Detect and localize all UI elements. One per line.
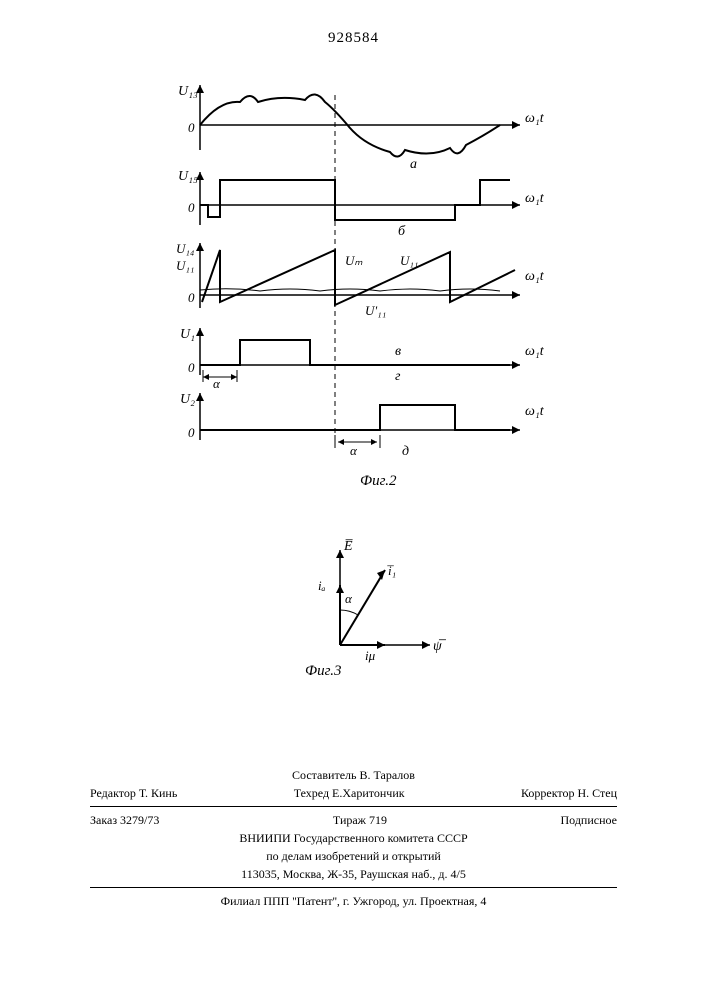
zero-e: 0 — [188, 425, 195, 440]
arrow-imu — [377, 641, 385, 649]
arrow-x-d — [512, 361, 520, 369]
pulse-d — [200, 340, 510, 365]
zero-a: 0 — [188, 120, 195, 135]
footer-corrector: Корректор Н. Стец — [521, 784, 617, 802]
footer-org1: ВНИИПИ Государственного комитета СССР — [90, 829, 617, 847]
alpha-arc — [340, 610, 358, 615]
letter-d-bot: г — [395, 369, 401, 384]
footer-branch: Филиал ППП ''Патент'', г. Ужгород, ул. П… — [90, 892, 617, 910]
label-ia: iₐ — [318, 578, 326, 593]
label-alpha3: α — [345, 591, 353, 606]
label-i1: i̅₁ — [387, 563, 396, 578]
arrow-x-b — [512, 201, 520, 209]
footer-compiler: Составитель В. Таралов — [90, 766, 617, 784]
footer-rule-1 — [90, 806, 617, 807]
panel-a: U₁₃ 0 а ω₁t — [178, 84, 545, 172]
footer-order: Заказ 3279/73 — [90, 811, 159, 829]
figure-2: U₁₃ 0 а ω₁t U₁₅ 0 б ω₁t U₁₄ U₁₁ 0 Uₘ U₁₁… — [140, 80, 560, 510]
label-imu: iμ — [365, 648, 376, 663]
figure-3: E̅ ψ̅ iₐ i̅₁ iμ α Фиг.3 — [280, 535, 460, 685]
arrow-x-e — [512, 426, 520, 434]
zero-d: 0 — [188, 360, 195, 375]
footer-signed: Подписное — [561, 811, 618, 829]
waveform-b — [200, 180, 510, 220]
label-u15: U₁₅ — [178, 169, 198, 184]
label-psi: ψ̅ — [433, 639, 447, 654]
arrow-E — [336, 550, 344, 558]
fig3-caption: Фиг.3 — [305, 663, 341, 679]
footer-techred: Техред Е.Харитончик — [294, 784, 405, 802]
panel-e: α U₂ 0 д ω₁t — [180, 392, 545, 459]
footer-rule-2 — [90, 887, 617, 888]
letter-d-top: в — [395, 344, 401, 359]
arrow-y-e — [196, 393, 204, 401]
label-u2: U₂ — [180, 392, 195, 407]
axis-label-a: ω₁t — [525, 111, 545, 126]
alpha-arrow-r-d — [231, 374, 237, 380]
label-um: Uₘ — [345, 253, 363, 268]
arrow-psi — [422, 641, 430, 649]
zero-b: 0 — [188, 200, 195, 215]
alpha-arrow-l-e — [338, 439, 344, 445]
panel-b: U₁₅ 0 б ω₁t — [178, 169, 545, 239]
label-u11p: U'₁₁ — [365, 303, 386, 318]
arrow-x-c — [512, 291, 520, 299]
arrow-ia — [336, 585, 344, 593]
label-E: E̅ — [343, 539, 353, 554]
letter-e: д — [402, 444, 409, 459]
arrow-y-d — [196, 328, 204, 336]
label-u13: U₁₃ — [178, 84, 198, 99]
label-u1: U₁ — [180, 327, 195, 342]
label-u11-right: U₁₁ — [400, 253, 418, 268]
fig2-caption: Фиг.2 — [360, 473, 397, 489]
axis-label-e: ω₁t — [525, 404, 545, 419]
footer-address: 113035, Москва, Ж-35, Раушская наб., д. … — [90, 865, 617, 883]
footer-org2: по делам изобретений и открытий — [90, 847, 617, 865]
axis-label-b: ω₁t — [525, 191, 545, 206]
label-u14: U₁₄ — [176, 241, 195, 256]
arrow-y-c — [196, 243, 204, 251]
letter-b: б — [398, 224, 406, 239]
alpha-arrow-r-e — [371, 439, 377, 445]
arrow-x-a — [512, 121, 520, 129]
axis-label-d: ω₁t — [525, 344, 545, 359]
footer: Составитель В. Таралов Редактор Т. Кинь … — [90, 766, 617, 910]
zero-c: 0 — [188, 290, 195, 305]
alpha-arrow-l-d — [203, 374, 209, 380]
page-number: 928584 — [328, 30, 379, 47]
alpha-e: α — [350, 443, 358, 458]
arrow-i1 — [377, 570, 385, 580]
letter-a: а — [410, 157, 417, 172]
axis-label-c: ω₁t — [525, 269, 545, 284]
footer-editor: Редактор Т. Кинь — [90, 784, 177, 802]
panel-d: α U₁ 0 в г ω₁t — [180, 327, 545, 391]
pulse-e — [200, 405, 510, 430]
footer-tirazh: Тираж 719 — [333, 811, 387, 829]
vec-i1 — [340, 570, 385, 645]
panel-c: U₁₄ U₁₁ 0 Uₘ U₁₁ U'₁₁ ω₁t — [176, 241, 545, 318]
label-u11-left: U₁₁ — [176, 258, 194, 273]
alpha-d: α — [213, 376, 221, 391]
